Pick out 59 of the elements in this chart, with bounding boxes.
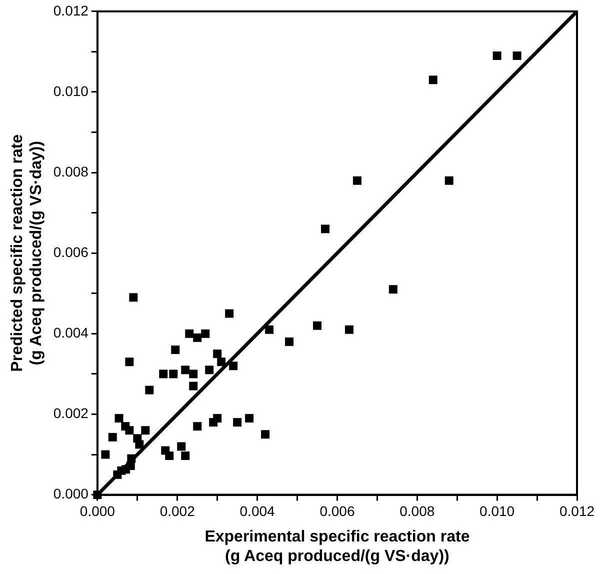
point	[352, 176, 362, 185]
y-tick-label: 0.012	[53, 2, 89, 18]
point	[261, 430, 270, 439]
point	[233, 418, 242, 427]
point	[492, 51, 502, 60]
point	[193, 333, 202, 342]
point	[159, 370, 168, 378]
x-axis-title: Experimental specific reaction rate (g Aceq produced/(g VS·day))	[204, 528, 470, 565]
point	[444, 176, 454, 185]
point	[217, 358, 226, 366]
y-axis-title: Predicted specific reaction rate (g Aceq produced/(g VS·day))	[9, 134, 46, 372]
y-tick-label: 0.000	[53, 486, 89, 502]
point	[265, 325, 274, 334]
x-tick-label: 0.002	[160, 503, 196, 520]
point	[225, 309, 234, 318]
point	[428, 76, 438, 84]
point	[165, 451, 174, 460]
point	[171, 346, 180, 354]
y-tick-label: 0.008	[53, 163, 89, 180]
x-tick-label: 0.012	[559, 503, 595, 520]
point	[141, 426, 150, 435]
point	[108, 432, 117, 442]
point	[129, 293, 138, 302]
point	[125, 426, 134, 435]
point	[125, 358, 134, 366]
point	[177, 442, 186, 451]
y-tick-label: 0.006	[53, 244, 89, 260]
point	[344, 325, 354, 334]
point	[145, 386, 154, 394]
x-tick-label: 0.004	[240, 503, 276, 520]
point	[213, 350, 222, 358]
point	[320, 224, 330, 234]
x-tick-label: 0.008	[400, 503, 435, 520]
point	[193, 422, 202, 431]
x-tick-label: 0.000	[80, 503, 116, 520]
point	[229, 362, 238, 370]
point	[312, 321, 322, 330]
point	[245, 414, 254, 423]
point	[181, 451, 190, 460]
point	[189, 370, 198, 378]
point	[133, 434, 142, 443]
y-tick-label: 0.002	[53, 405, 89, 422]
point	[213, 414, 222, 423]
point	[114, 414, 124, 423]
point	[201, 329, 210, 338]
point	[189, 382, 198, 390]
point	[169, 370, 178, 378]
y-tick-label: 0.004	[53, 324, 89, 341]
point	[285, 337, 294, 346]
x-tick-label: 0.006	[320, 503, 355, 520]
y-tick-label: 0.010	[53, 82, 89, 99]
point	[205, 366, 214, 374]
point	[512, 51, 522, 60]
point	[388, 285, 398, 294]
point	[181, 366, 190, 374]
x-tick-label: 0.010	[480, 503, 515, 520]
point	[185, 329, 194, 338]
point	[127, 454, 136, 463]
point	[101, 450, 110, 459]
